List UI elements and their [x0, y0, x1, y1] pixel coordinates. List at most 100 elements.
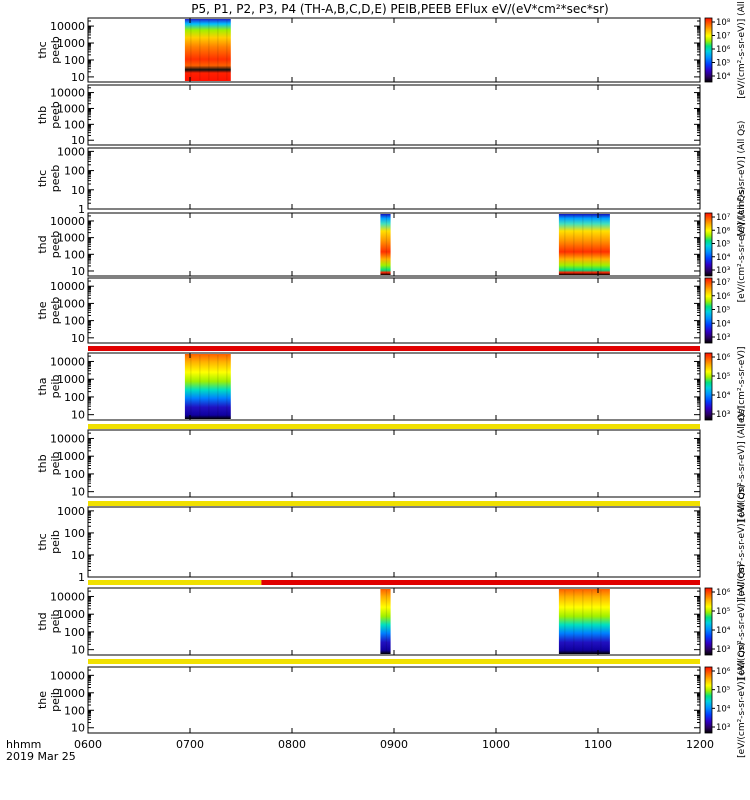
colorbar-label: [eV/(cm²-s-sr-eV)] (All Qs)	[737, 121, 747, 237]
x-tick-label: 0900	[380, 738, 408, 751]
y-tick-label: 10	[71, 332, 85, 345]
x-axis-label: hhmm	[6, 738, 41, 751]
colorbar-label: [eV/(cm²-s-sr-eV)] (All Qs)	[737, 564, 747, 680]
colorbar-tick-label: 10⁵	[716, 59, 730, 69]
y-tick-label: 100	[64, 54, 85, 67]
panel-label-instrument: peeb	[49, 165, 62, 193]
y-tick-label: 10	[71, 184, 85, 197]
y-tick-label: 1000	[57, 687, 85, 700]
flag-bar-segment	[88, 580, 262, 585]
colorbar-label: [eV/(cm²-s-sr-eV)] (All Qs)	[737, 187, 747, 303]
y-tick-label: 10	[71, 265, 85, 278]
colorbar	[704, 277, 713, 344]
colorbar-tick-label: 10⁸	[716, 18, 731, 28]
x-tick-label: 1000	[482, 738, 510, 751]
x-tick-label: 0600	[74, 738, 102, 751]
y-tick-label: 10000	[50, 590, 85, 603]
panel-label-probe: thb	[36, 106, 49, 124]
flag-bar-segment	[88, 659, 700, 664]
colorbar	[704, 17, 713, 83]
panel-label-probe: tha	[36, 377, 49, 395]
panel-label-probe: thd	[36, 612, 49, 630]
panel-frame	[87, 147, 701, 210]
y-tick-label: 1000	[57, 450, 85, 463]
x-tick-label: 1200	[686, 738, 714, 751]
panel-thc-peib: 1000 100 10 1 thc peib [eV/(cm²-s-sr-eV)] (All…	[36, 484, 747, 600]
panel-label-instrument: peib	[49, 530, 62, 554]
panel-label-probe: thb	[36, 454, 49, 472]
y-tick-label: 1000	[57, 297, 85, 310]
y-tick-label: 10	[71, 644, 85, 657]
y-tick-label: 10	[71, 71, 85, 84]
spectrogram-block	[558, 214, 610, 275]
colorbar-tick-label: 10⁴	[716, 391, 731, 401]
x-axis-date: 2019 Mar 25	[6, 750, 76, 763]
panel-label-instrument: peeb	[49, 101, 62, 129]
colorbar-tick-label: 10³	[716, 723, 730, 733]
panel-thb-peeb: 10000 1000 100 10 thb peeb	[36, 84, 701, 147]
panel-label-instrument: peeb	[49, 36, 62, 64]
y-tick-label: 1000	[57, 608, 85, 621]
y-tick-label: 100	[64, 468, 85, 481]
colorbar-label: [eV/(cm²-s-sr-eV)]	[737, 346, 747, 426]
colorbar-label: [eV/(cm²-s-sr-eV)] (All Qs)	[737, 642, 747, 758]
colorbar-tick-label: 10³	[716, 410, 730, 420]
y-tick-label: 10000	[50, 355, 85, 368]
colorbar-tick-label: 10⁵	[716, 607, 730, 617]
panel-thd-peib: 10000 1000 100 10 thd peib 10⁶ 10⁵ 10⁴ 10³ [eV/(cm…	[36, 564, 747, 680]
colorbar-tick-label: 10⁴	[716, 704, 731, 714]
y-tick-label: 100	[64, 527, 85, 540]
y-tick-label: 10	[71, 486, 85, 499]
colorbar	[704, 352, 713, 421]
colorbar-label: [eV/(cm²-s-sr-eV)] (All Qs)	[737, 484, 747, 600]
panel-the-peib: 10000 1000 100 10 the peib 10⁶ 10⁵ 10⁴ 10³ [eV/(cm…	[36, 642, 747, 758]
panel-label-probe: thc	[36, 41, 49, 58]
panel-frame	[87, 84, 701, 146]
colorbar-tick-label: 10⁴	[716, 253, 731, 263]
y-tick-label: 10000	[50, 432, 85, 445]
panel-label-instrument: peeb	[49, 231, 62, 259]
y-tick-label: 1000	[57, 102, 85, 115]
colorbar-tick-label: 10³	[716, 266, 730, 276]
colorbar	[704, 587, 713, 656]
colorbar-tick-label: 10⁷	[716, 213, 731, 223]
panel-frame	[87, 17, 701, 83]
colorbar	[704, 212, 713, 277]
y-tick-label: 10	[71, 722, 85, 735]
panel-thd-peeb: 10000 1000 100 10 thd peeb 10⁷ 10⁶ 10⁵ 10⁴ 10³ [eV/…	[36, 187, 747, 303]
colorbar-tick-label: 10⁴	[716, 72, 731, 82]
colorbar-label: [eV/(cm²-s-sr-eV)] (All	[737, 1, 747, 99]
colorbar	[704, 666, 713, 734]
y-tick-label: 1000	[57, 37, 85, 50]
y-tick-label: 100	[64, 118, 85, 131]
colorbar-tick-label: 10³	[716, 645, 730, 655]
panel-label-probe: thc	[36, 533, 49, 550]
y-tick-label: 100	[64, 248, 85, 261]
panel-label-instrument: peib	[49, 452, 62, 476]
y-tick-label: 1	[78, 203, 85, 216]
panel-frame	[87, 277, 701, 344]
panel-frame	[87, 666, 701, 734]
y-tick-label: 1000	[57, 505, 85, 518]
colorbar-tick-label: 10⁷	[716, 32, 731, 42]
panel-frame	[87, 352, 701, 421]
panel-tha-peib: 10000 1000 100 10 tha peib 10⁶ 10⁵ 10⁴ 10³ [eV/(cm…	[36, 346, 747, 427]
colorbar-tick-label: 10⁶	[716, 588, 731, 598]
panel-thb-peib: 10000 1000 100 10 thb peib [eV/(cm²-s-sr-eV)] …	[36, 406, 747, 522]
y-tick-label: 10	[71, 134, 85, 147]
y-tick-label: 10000	[50, 87, 85, 100]
x-tick-label: 0800	[278, 738, 306, 751]
spectrogram-block	[380, 214, 391, 275]
panel-label-probe: the	[36, 301, 49, 319]
panel-label-instrument: peib	[49, 375, 62, 399]
y-tick-label: 10000	[50, 280, 85, 293]
y-tick-label: 10000	[50, 20, 85, 33]
x-tick-label: 0700	[176, 738, 204, 751]
colorbar-tick-label: 10⁶	[716, 226, 731, 236]
y-tick-label: 1	[78, 571, 85, 584]
panel-label-instrument: peeb	[49, 297, 62, 325]
spectrogram-block	[558, 589, 610, 654]
colorbar-tick-label: 10⁶	[716, 292, 731, 302]
panel-frame	[87, 429, 701, 498]
